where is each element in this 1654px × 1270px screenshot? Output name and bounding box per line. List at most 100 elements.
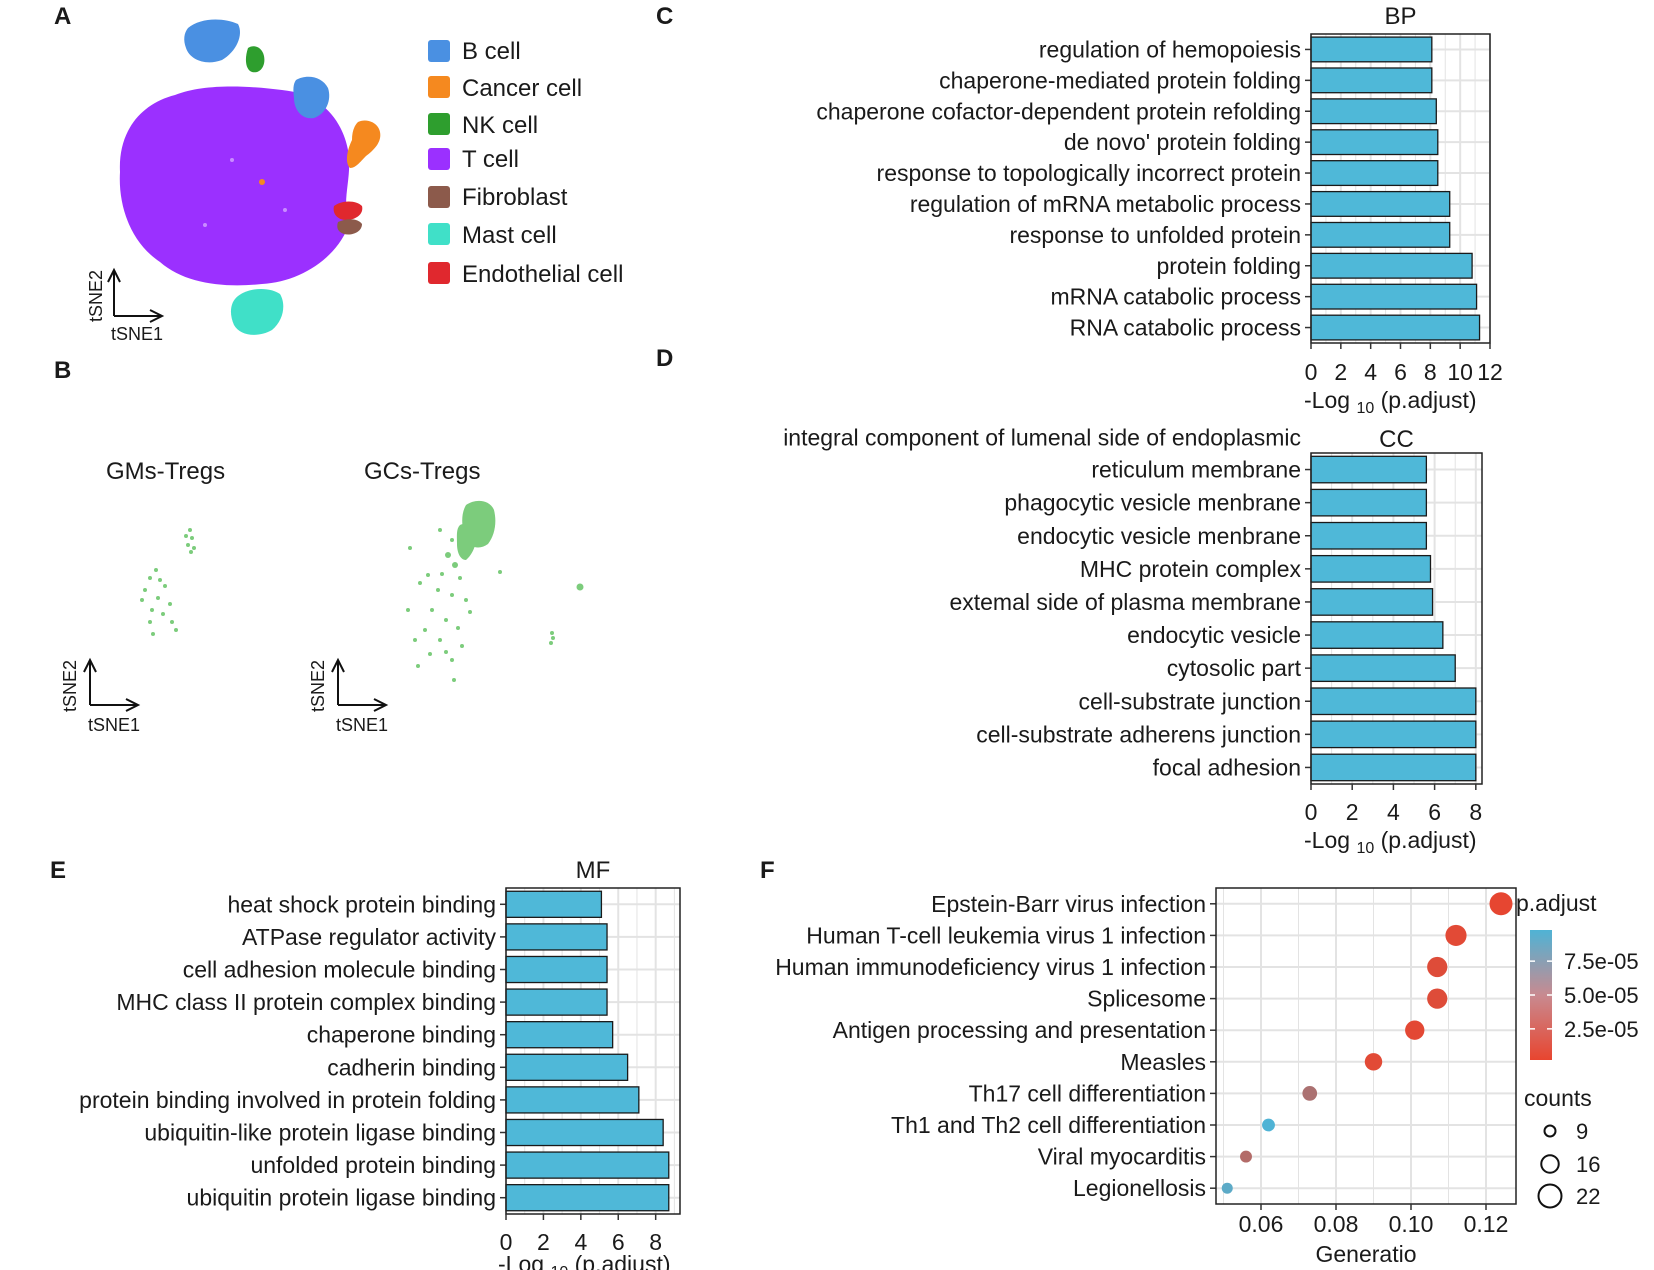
category-label: Legionellosis bbox=[1073, 1175, 1206, 1201]
legend-a-label: Endothelial cell bbox=[462, 261, 623, 288]
x-tick-label: 2 bbox=[537, 1229, 550, 1255]
plot-border bbox=[1310, 452, 1483, 785]
panel-b-left-title: GMs-Tregs bbox=[106, 458, 225, 485]
x-tick-label: 0.06 bbox=[1239, 1211, 1284, 1237]
category-label: Th17 cell differentiation bbox=[969, 1080, 1206, 1106]
panel-label-b: B bbox=[54, 357, 71, 384]
x-tick-label: 10 bbox=[1447, 359, 1473, 385]
x-tick-label: 12 bbox=[1477, 359, 1503, 385]
gms-tregs-points bbox=[140, 528, 196, 636]
legend-a-item: T cell bbox=[428, 146, 519, 173]
data-point bbox=[1240, 1150, 1252, 1163]
data-point bbox=[1364, 1053, 1383, 1071]
bar bbox=[1310, 36, 1433, 63]
legend-a-label: NK cell bbox=[462, 112, 538, 139]
x-tick-label: 2 bbox=[1346, 799, 1359, 825]
bar bbox=[1310, 160, 1439, 187]
panel-label-a: A bbox=[54, 3, 71, 30]
bar bbox=[1310, 129, 1439, 156]
category-label: Antigen processing and presentation bbox=[833, 1017, 1206, 1043]
tsne-cancer-cell-cluster bbox=[346, 120, 381, 168]
chart-d-cc: integral component of lumenal side of en… bbox=[783, 425, 1483, 857]
data-point bbox=[1405, 1020, 1425, 1040]
color-legend-label: 7.5e-05 bbox=[1564, 949, 1639, 974]
category-label: phagocytic vesicle menbrane bbox=[1004, 490, 1301, 516]
bar bbox=[505, 890, 603, 918]
x-axis-label-subscript: 10 bbox=[1356, 400, 1374, 417]
legend-a-label: Fibroblast bbox=[462, 184, 568, 211]
x-axis-label-subscript: 10 bbox=[550, 1264, 568, 1270]
gcs-tregs-points bbox=[406, 500, 584, 682]
x-tick-label: 8 bbox=[1424, 359, 1437, 385]
bar bbox=[505, 923, 608, 951]
x-tick-label: 8 bbox=[1469, 799, 1482, 825]
bar bbox=[1310, 488, 1428, 517]
chart-title: MF bbox=[576, 857, 611, 884]
x-tick-label: 0 bbox=[1305, 799, 1318, 825]
category-label: cytosolic part bbox=[1167, 655, 1302, 681]
panel-label-c: C bbox=[656, 3, 673, 30]
legend-a-label: B cell bbox=[462, 38, 521, 65]
plot-background bbox=[1216, 888, 1516, 1204]
bar bbox=[1310, 314, 1481, 341]
bar bbox=[1310, 720, 1477, 749]
size-legend-title: counts bbox=[1524, 1085, 1592, 1111]
x-axis-label-part: -Log bbox=[1304, 387, 1356, 413]
category-label: regulation of hemopoiesis bbox=[1039, 36, 1301, 62]
legend-a-item: Endothelial cell bbox=[428, 261, 623, 288]
legend-a-swatch bbox=[428, 113, 450, 135]
tsne2-label-b-right: tSNE2 bbox=[308, 660, 328, 712]
category-label: Th1 and Th2 cell differentiation bbox=[891, 1112, 1206, 1138]
category-label: focal adhesion bbox=[1153, 754, 1301, 780]
x-axis-label-part: -Log bbox=[498, 1251, 550, 1270]
legend-a-item: NK cell bbox=[428, 112, 538, 139]
category-label: reticulum membrane bbox=[1091, 457, 1301, 483]
category-label: cell adhesion molecule binding bbox=[183, 957, 496, 983]
x-tick-label: 4 bbox=[574, 1229, 587, 1255]
size-legend-label: 16 bbox=[1576, 1152, 1600, 1177]
color-legend-bar bbox=[1530, 930, 1552, 1060]
legend-a-label: Mast cell bbox=[462, 222, 557, 249]
category-label: extemal side of plasma membrane bbox=[949, 589, 1301, 615]
tsne-endothelial-cell-cluster bbox=[333, 201, 363, 220]
tsne-axes-a bbox=[107, 267, 165, 323]
x-tick-label: 6 bbox=[612, 1229, 625, 1255]
legend-a-swatch bbox=[428, 40, 450, 62]
bar bbox=[1310, 753, 1477, 782]
chart-f-kegg: Epstein-Barr virus infection Human T-cell… bbox=[775, 887, 1639, 1267]
bar bbox=[1310, 455, 1428, 484]
bar bbox=[505, 988, 608, 1016]
legend-a: B cell Cancer cell NK cell T cell Fibrob… bbox=[428, 38, 623, 288]
category-label: Epstein-Barr virus infection bbox=[931, 891, 1206, 917]
x-tick-label: 6 bbox=[1428, 799, 1441, 825]
color-legend-label: 5.0e-05 bbox=[1564, 983, 1639, 1008]
tsne-axes-b-right bbox=[331, 657, 389, 712]
size-legend-label: 9 bbox=[1576, 1119, 1588, 1144]
legend-a-swatch bbox=[428, 76, 450, 98]
x-axis-label-part: (p.adjust) bbox=[1374, 387, 1476, 413]
category-label: Measles bbox=[1120, 1049, 1206, 1075]
category-label: ATPase regulator activity bbox=[242, 924, 496, 950]
bar bbox=[505, 1086, 640, 1114]
bar bbox=[1310, 190, 1451, 217]
plot-border bbox=[1215, 887, 1517, 1205]
bar bbox=[505, 1053, 629, 1081]
x-axis-label-subscript: 10 bbox=[1356, 840, 1374, 857]
x-axis-label-part: (p.adjust) bbox=[568, 1251, 670, 1270]
legend-a-swatch bbox=[428, 223, 450, 245]
legend-a-item: B cell bbox=[428, 38, 521, 65]
category-label: Splicesome bbox=[1087, 986, 1206, 1012]
chart-c-bp: regulation of hemopoiesis chaperone-media… bbox=[816, 3, 1502, 417]
legend-a-item: Cancer cell bbox=[428, 75, 582, 102]
bar bbox=[1310, 252, 1473, 279]
x-tick-label: 0 bbox=[1305, 359, 1318, 385]
x-axis-label: -Log 10 (p.adjust) bbox=[498, 1251, 671, 1270]
data-point bbox=[1302, 1086, 1318, 1101]
x-tick-label: 0 bbox=[500, 1229, 513, 1255]
x-axis-label: -Log 10 (p.adjust) bbox=[1304, 827, 1477, 857]
size-legend-circle bbox=[1543, 1124, 1557, 1138]
tsne2-label-b-left: tSNE2 bbox=[60, 660, 80, 712]
x-tick-label: 4 bbox=[1364, 359, 1377, 385]
size-legend-circle bbox=[1540, 1154, 1560, 1174]
category-label: regulation of mRNA metabolic process bbox=[910, 191, 1301, 217]
